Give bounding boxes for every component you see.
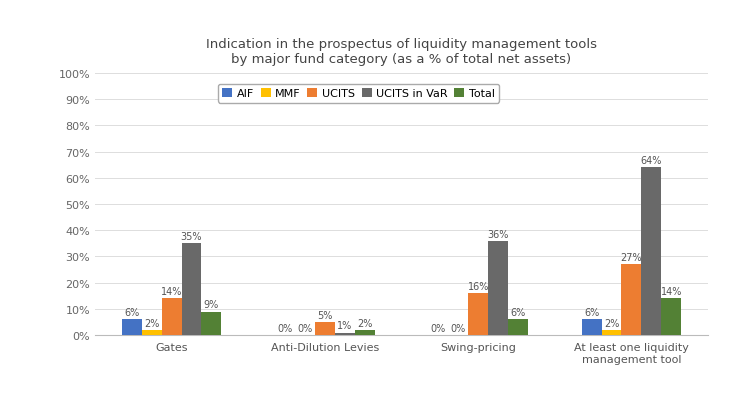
Bar	[355, 330, 374, 335]
Text: 6%: 6%	[584, 308, 599, 317]
Text: 6%: 6%	[510, 308, 526, 317]
Text: 5%: 5%	[317, 310, 333, 320]
Bar	[468, 294, 488, 335]
Text: 2%: 2%	[357, 318, 372, 328]
Text: 16%: 16%	[467, 281, 489, 291]
Text: 35%: 35%	[181, 231, 202, 242]
Text: 14%: 14%	[661, 287, 682, 297]
Text: 1%: 1%	[337, 321, 353, 330]
Text: 9%: 9%	[204, 300, 219, 310]
Text: 2%: 2%	[604, 318, 619, 328]
Bar	[335, 333, 355, 335]
Bar	[122, 320, 142, 335]
Bar	[142, 330, 161, 335]
Bar	[201, 312, 221, 335]
Bar	[182, 244, 201, 335]
Legend: AIF, MMF, UCITS, UCITS in VaR, Total: AIF, MMF, UCITS, UCITS in VaR, Total	[218, 84, 499, 103]
Text: 14%: 14%	[161, 287, 182, 297]
Bar	[661, 299, 681, 335]
Text: 27%: 27%	[620, 253, 642, 263]
Text: 2%: 2%	[144, 318, 159, 328]
Bar	[508, 320, 528, 335]
Text: 6%: 6%	[124, 308, 139, 317]
Bar	[642, 168, 661, 335]
Text: 36%: 36%	[488, 229, 509, 239]
Text: 0%: 0%	[450, 323, 466, 333]
Bar	[488, 241, 508, 335]
Bar	[602, 330, 621, 335]
Bar	[621, 265, 642, 335]
Text: 0%: 0%	[297, 323, 312, 333]
Bar	[315, 322, 335, 335]
Bar	[582, 320, 602, 335]
Text: 64%: 64%	[641, 156, 662, 166]
Bar	[161, 299, 182, 335]
Text: 0%: 0%	[431, 323, 446, 333]
Title: Indication in the prospectus of liquidity management tools
by major fund categor: Indication in the prospectus of liquidit…	[206, 38, 597, 65]
Text: 0%: 0%	[277, 323, 293, 333]
